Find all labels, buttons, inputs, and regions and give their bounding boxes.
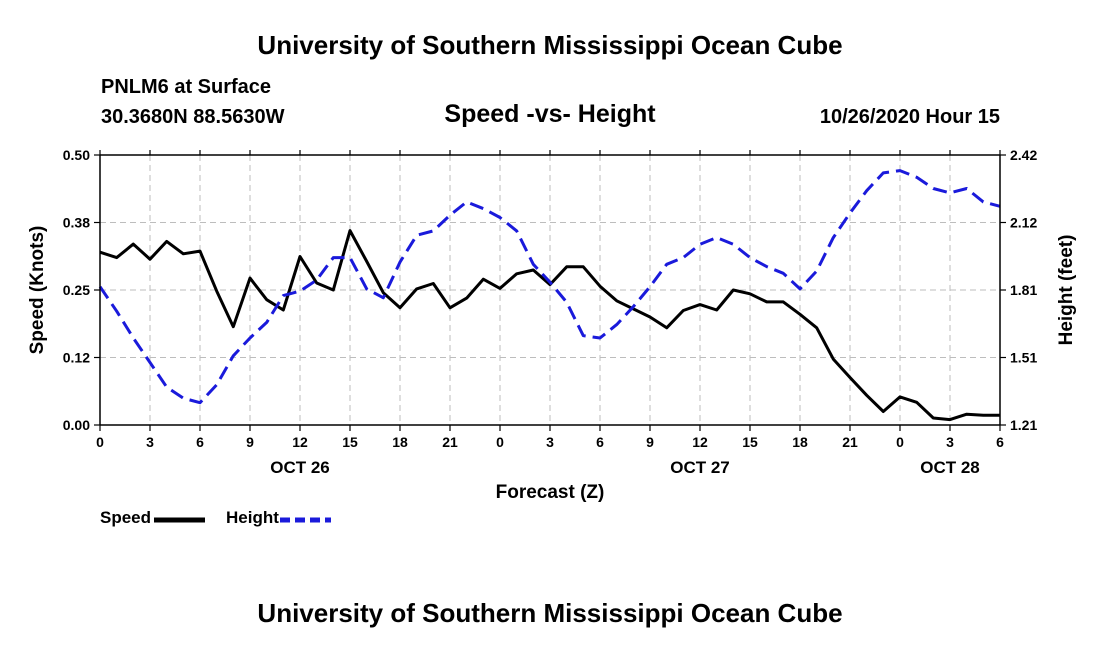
x-tick-label: 15: [742, 434, 758, 450]
station-label: PNLM6 at Surface: [101, 76, 272, 98]
location-label: 30.3680N 88.5630W: [101, 106, 285, 128]
x-axis-label: Forecast (Z): [495, 482, 605, 503]
legend-speed-label: Speed: [100, 508, 152, 527]
x-tick-label: 3: [946, 434, 954, 450]
x-tick-label: 3: [546, 434, 554, 450]
date-label: OCT 28: [920, 458, 980, 477]
series-speed-line: [99, 229, 1000, 422]
x-tick-label: 6: [196, 434, 204, 450]
x-tick-label: 21: [842, 434, 858, 450]
x-tick-label: 15: [342, 434, 358, 450]
y-tick-label: 0.12: [63, 350, 90, 366]
chart-title: Speed -vs- Height: [444, 100, 656, 128]
x-tick-label: 18: [392, 434, 408, 450]
y2-tick-label: 1.81: [1010, 282, 1037, 298]
x-tick-label: 9: [246, 434, 254, 450]
datetime-label: 10/26/2020 Hour 15: [819, 106, 1000, 128]
date-label: OCT 26: [270, 458, 330, 477]
x-tick-label: 18: [792, 434, 808, 450]
y2-tick-label: 2.42: [1010, 147, 1037, 163]
x-tick-label: 0: [96, 434, 104, 450]
y-axis-label: Speed (Knots): [27, 226, 48, 355]
top-title: University of Southern Mississippi Ocean…: [257, 30, 843, 60]
x-tick-label: 9: [646, 434, 654, 450]
bottom-title: University of Southern Mississippi Ocean…: [257, 598, 843, 628]
y-tick-label: 0.38: [63, 215, 90, 231]
series-height-line: [98, 169, 1001, 405]
y2-tick-label: 1.21: [1010, 417, 1037, 433]
x-tick-label: 12: [692, 434, 708, 450]
legend-height-label: Height: [226, 508, 279, 527]
x-tick-label: 12: [292, 434, 308, 450]
y2-axis-label: Height (feet): [1056, 235, 1077, 346]
x-tick-label: 0: [496, 434, 504, 450]
legend: Speed Height: [100, 508, 334, 528]
x-tick-label: 6: [996, 434, 1004, 450]
x-tick-label: 0: [896, 434, 904, 450]
y2-tick-label: 2.12: [1010, 215, 1037, 231]
y2-tick-label: 1.51: [1010, 350, 1037, 366]
date-label: OCT 27: [670, 458, 730, 477]
y-tick-label: 0.00: [63, 417, 90, 433]
legend-height-swatch: [279, 517, 331, 523]
x-tick-label: 3: [146, 434, 154, 450]
y-tick-label: 0.25: [63, 282, 90, 298]
x-tick-label: 6: [596, 434, 604, 450]
legend-speed-swatch: [154, 517, 206, 523]
y-tick-label: 0.50: [63, 147, 90, 163]
x-tick-label: 21: [442, 434, 458, 450]
